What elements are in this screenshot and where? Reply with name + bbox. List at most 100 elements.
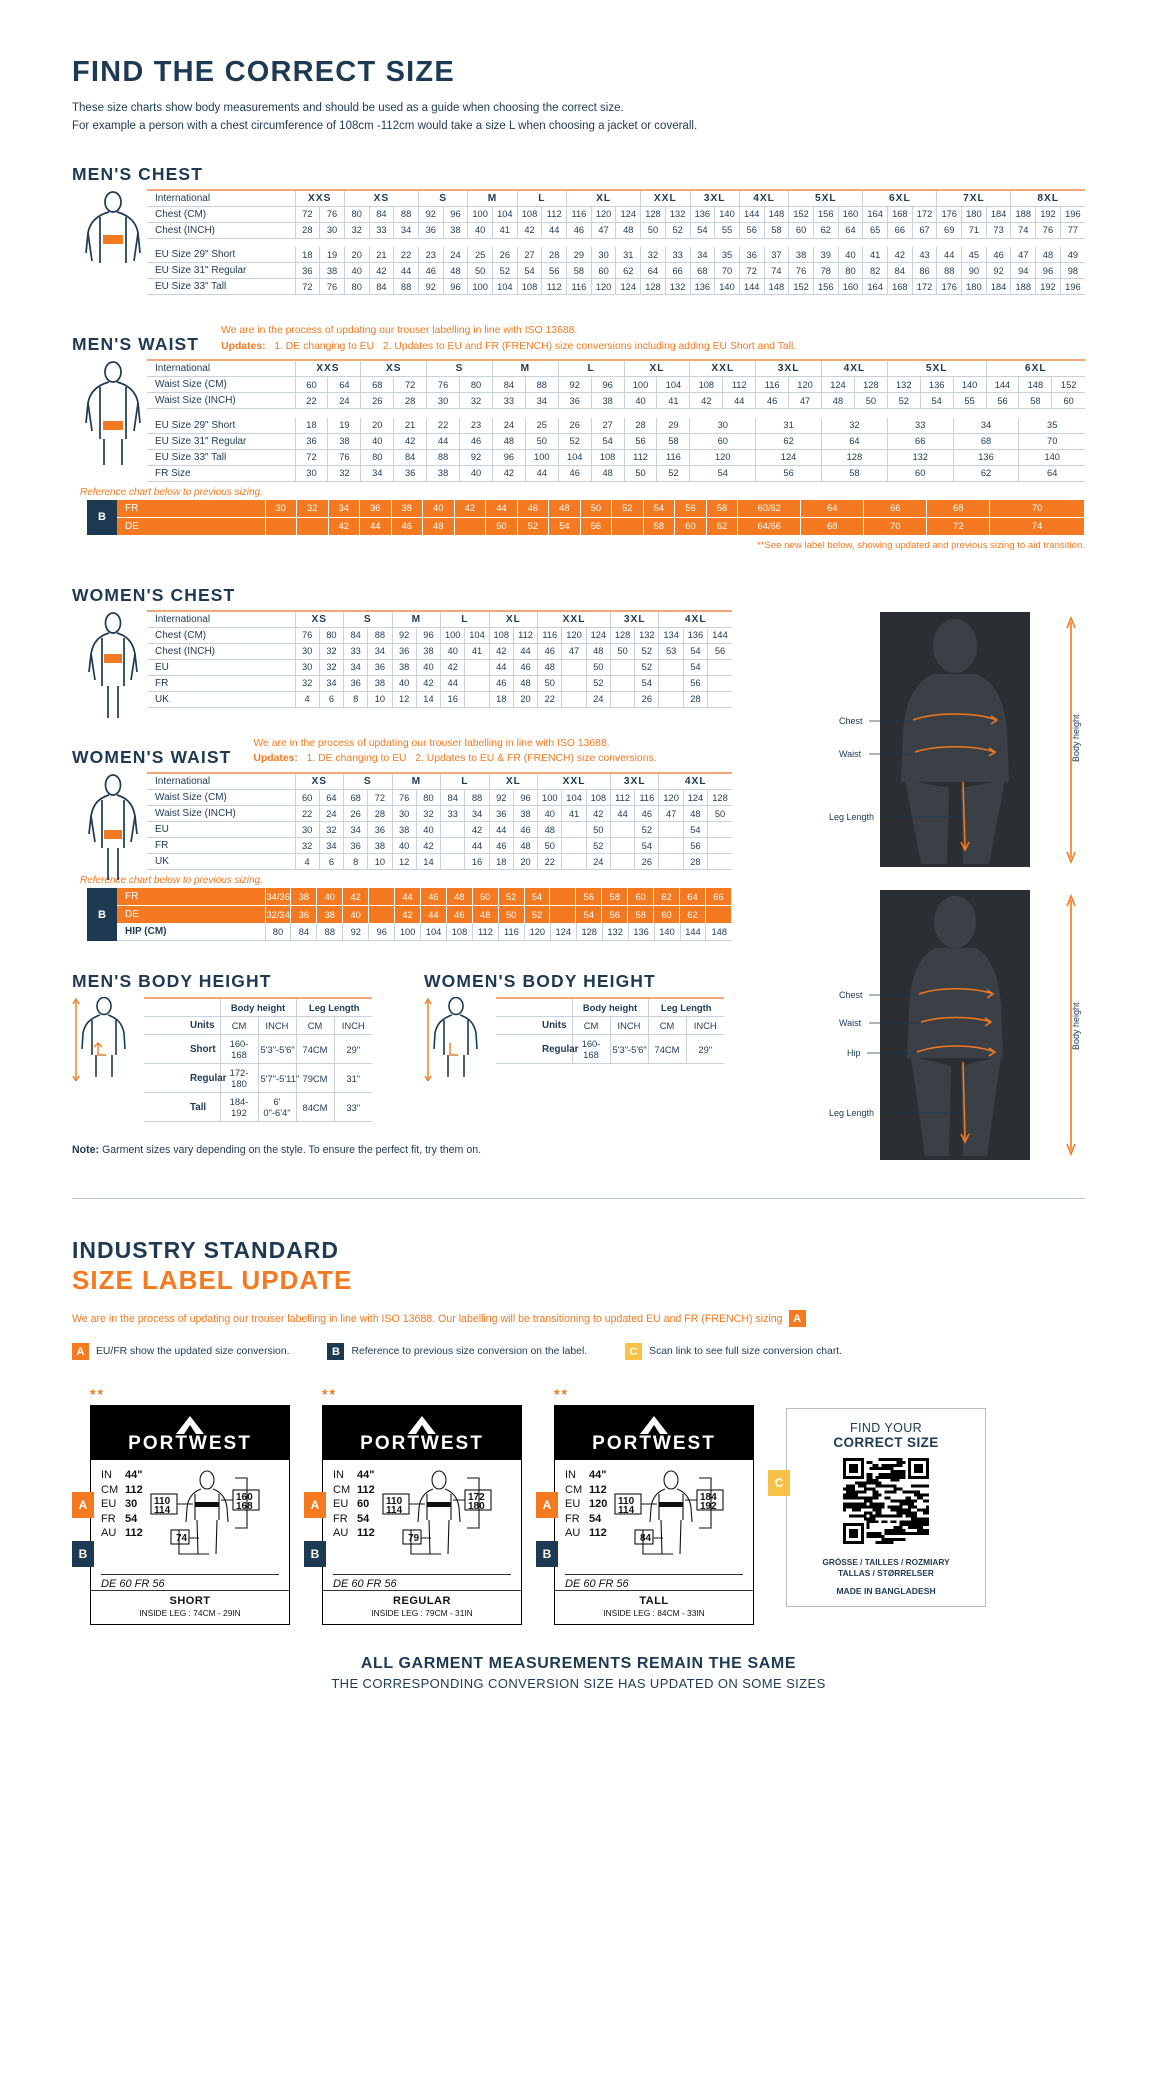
table-cell xyxy=(707,659,732,676)
womens-chest-heading: WOMEN'S CHEST xyxy=(72,585,1085,606)
table-cell: 25 xyxy=(524,417,559,434)
table-cell: 88 xyxy=(426,449,460,466)
table-cell: 112 xyxy=(541,206,567,223)
table-cell: 144 xyxy=(985,376,1019,394)
womens-waist-ref-table: FR 34/36 38 40 42 44 46 48 50 52 54 56 58 60 62 64 66 DE 3… xyxy=(117,888,733,924)
womens-body-height-title: WOMEN'S BODY HEIGHT xyxy=(424,971,656,992)
table-cell: 6 xyxy=(318,691,344,708)
code-value: 44" xyxy=(589,1469,607,1482)
table-cell: Units xyxy=(182,1016,220,1036)
table-cell: 26 xyxy=(557,417,592,434)
table-cell: 70 xyxy=(989,499,1085,518)
svg-text:184: 184 xyxy=(700,1492,717,1503)
table-cell: 72 xyxy=(393,376,427,394)
table-cell: 5'3"-5'6" xyxy=(257,1034,296,1065)
table-cell xyxy=(496,997,534,1018)
table-cell: 27 xyxy=(516,247,542,264)
table-cell: 96 xyxy=(415,627,441,644)
table-cell: 48 xyxy=(512,675,538,692)
table-cell: 74 xyxy=(763,262,789,280)
code-key: AU xyxy=(101,1527,117,1540)
table-cell: 38 xyxy=(442,222,468,239)
table-cell: 48 xyxy=(615,222,641,239)
size-header: M xyxy=(467,188,518,207)
table-cell: 36 xyxy=(343,675,368,692)
table-cell: 172 xyxy=(911,278,937,296)
table-cell xyxy=(561,853,587,871)
qr-code-icon[interactable] xyxy=(843,1458,929,1545)
table-cell: 164 xyxy=(862,278,888,296)
label-body: IN 44" CM 112 EU 60 FR 54 AU 112 110 114 172 180 79 xyxy=(323,1460,521,1570)
table-cell: 132 xyxy=(886,376,921,394)
tag-b-marker: B xyxy=(304,1541,326,1568)
table-cell: 40 xyxy=(837,247,863,264)
size-header: M xyxy=(391,609,441,628)
table-cell: 44 xyxy=(524,465,559,482)
table-cell: 40 xyxy=(342,905,370,924)
womens-waist-table-row: International XS S M L XL XXL 3XL 4XL Waist Size… xyxy=(72,772,732,881)
table-cell xyxy=(496,1034,534,1065)
table-cell: 67 xyxy=(911,222,937,239)
table-cell: 22 xyxy=(537,853,562,871)
table-cell: DE xyxy=(117,517,266,535)
table-cell: 124 xyxy=(615,278,641,296)
fit-name: REGULAR xyxy=(393,1595,451,1608)
table-cell xyxy=(609,691,635,708)
svg-text:PORTWEST: PORTWEST xyxy=(592,1433,716,1453)
male-model-card: Chest Waist Leg Length Body height xyxy=(825,612,1085,872)
table-cell: 44 xyxy=(394,888,421,907)
mens-waist-ref-note: Reference chart below to previous sizing… xyxy=(80,486,263,498)
table-cell: 88 xyxy=(936,262,962,280)
table-cell: 44 xyxy=(541,222,567,239)
table-cell: UK xyxy=(147,853,295,871)
size-header: S xyxy=(343,609,393,628)
tag-a-marker: A xyxy=(304,1492,326,1519)
table-cell: 66 xyxy=(887,222,913,239)
table-cell: 104 xyxy=(492,206,518,223)
table-cell: 64 xyxy=(837,222,863,239)
table-cell: 148 xyxy=(705,923,732,942)
table-cell: 66 xyxy=(886,433,954,450)
intro-line-2: For example a person with a chest circum… xyxy=(72,119,698,132)
table-cell: 54 xyxy=(516,262,542,280)
table-cell: 52 xyxy=(664,222,690,239)
womens-body-height-table: Body height Leg Length Units CM INCH CM INCH R… xyxy=(496,997,724,1065)
table-cell: 128 xyxy=(609,627,635,644)
table-cell: 28 xyxy=(623,417,657,434)
label-footer: TALL INSIDE LEG : 84CM - 33IN xyxy=(555,1590,753,1624)
table-cell: 71 xyxy=(961,222,987,239)
table-cell: 32 xyxy=(327,465,361,482)
table-cell: 28 xyxy=(682,691,708,708)
table-cell: 112 xyxy=(623,449,657,466)
table-cell: 46 xyxy=(985,247,1011,264)
table-cell: 56 xyxy=(755,465,822,482)
table-cell xyxy=(705,905,733,924)
table-cell: 32 xyxy=(294,837,320,855)
table-cell: 80 xyxy=(459,376,493,394)
table-cell: 50 xyxy=(707,805,732,823)
table-cell: 84 xyxy=(887,262,913,280)
table-cell: 100 xyxy=(394,923,421,942)
size-header: M xyxy=(491,359,559,378)
table-cell: 44 xyxy=(440,675,465,692)
brand-band: PORTWEST xyxy=(91,1406,289,1461)
mens-chest-table-row: International XXS XS S M L XL XXL 3XL 4XL 5XL 6XL 7X… xyxy=(72,188,1085,296)
code-value: 112 xyxy=(589,1527,607,1540)
brand-band: PORTWEST xyxy=(555,1406,753,1461)
table-cell: 62 xyxy=(755,433,822,450)
table-cell: 20 xyxy=(360,417,394,434)
table-cell: 42 xyxy=(516,222,542,239)
table-cell: 58 xyxy=(656,433,690,450)
table-cell: 52 xyxy=(557,433,592,450)
table-cell xyxy=(561,659,587,676)
table-cell: 21 xyxy=(368,247,394,264)
table-cell: 48 xyxy=(422,517,455,535)
table-cell: 34 xyxy=(328,499,361,518)
table-cell xyxy=(440,837,465,855)
table-cell: 12 xyxy=(391,853,417,871)
mens-waist-table: International XXS XS S M L XL XXL 3XL 4XL 5XL 6XL W… xyxy=(147,359,1085,482)
table-cell: 136 xyxy=(627,923,655,942)
mens-chest-title: MEN'S CHEST xyxy=(72,163,203,184)
table-cell: 54 xyxy=(682,821,708,839)
table-cell: 76 xyxy=(1035,222,1061,239)
